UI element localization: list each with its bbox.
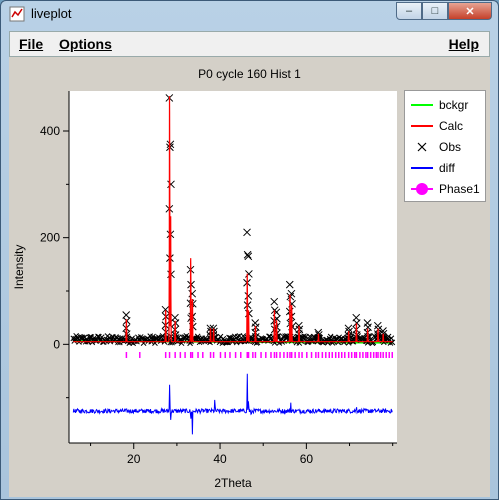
legend-item-calc: Calc [405,116,487,136]
maximize-button[interactable]: □ [422,2,448,20]
plot-area: P0 cycle 160 Hist 1 20 40 60 0 200 400 2Theta… [9,57,490,497]
obs-peak-point [245,270,253,278]
legend-label: Obs [439,140,462,154]
obs-peak-point [167,180,175,189]
calc-line [73,96,393,343]
legend-circle-mark [416,183,428,195]
obs-peak-point [244,292,253,300]
menu-options-label: Options [59,36,112,52]
obs-peak-point [287,289,296,298]
menu-bar: File Options Help [9,31,490,57]
obs-point [225,339,231,346]
chart-title: P0 cycle 160 Hist 1 [198,67,301,81]
legend-item-bckgr: bckgr [405,95,487,115]
menu-help-label: Help [448,36,479,52]
close-button[interactable]: ✕ [448,2,492,20]
legend-item-phase1: Phase1 [405,179,487,199]
legend: bckgr Calc Obs diff Phase1 [404,90,486,202]
y-tick-label: 400 [40,124,60,138]
obs-peak-point [352,319,361,327]
obs-point [115,339,121,346]
y-tick-label: 0 [53,337,60,351]
legend-item-obs: Obs [405,137,487,157]
phase1-ticks [125,352,394,358]
obs-point [388,335,395,342]
maximize-icon: □ [431,5,439,17]
chart-svg: 20 40 60 0 200 400 2Theta Intensity [12,91,397,490]
menu-file-label: File [19,36,44,52]
window-controls: – □ ✕ [396,2,492,21]
legend-label: bckgr [439,98,469,112]
x-tick-label: 20 [127,452,141,466]
menu-file[interactable]: File [19,36,43,52]
chart-marks [70,94,396,435]
axes: 20 40 60 0 200 400 [40,91,397,466]
diff-line [72,373,393,435]
title-bar[interactable]: liveplot – □ ✕ [1,1,498,27]
minimize-icon: – [405,5,413,17]
legend-label: diff [439,161,455,175]
line-swatch-icon [411,125,433,127]
y-tick-label: 200 [40,231,60,245]
cross-icon [417,142,427,152]
obs-point [341,339,347,346]
obs-point [227,335,233,341]
minimize-button[interactable]: – [396,2,422,20]
legend-item-diff: diff [405,158,487,178]
obs-point [385,333,392,340]
obs-point [389,339,396,346]
menu-options[interactable]: Options [59,36,112,52]
obs-peak-point [285,280,294,289]
obs-peak-point [243,250,252,259]
obs-peak-point [379,327,387,335]
obs-peak-point [270,297,279,306]
close-icon: ✕ [465,5,475,18]
obs-peak-point [161,305,170,314]
y-axis-label: Intensity [12,245,26,290]
obs-peak-point [244,252,253,261]
x-tick-label: 40 [213,452,227,466]
circle-line-icon [411,183,433,195]
plot-background [69,91,397,443]
window-title: liveplot [31,6,72,21]
x-axis-label: 2Theta [214,476,252,490]
obs-peak-point [243,228,251,237]
menu-help[interactable]: Help [449,36,479,52]
legend-cross-mark [417,142,427,152]
obs-peak-point [166,140,175,149]
line-swatch-icon [411,167,433,169]
x-tick-label: 60 [300,452,314,466]
line-swatch-icon [411,104,433,106]
legend-label: Phase1 [439,182,480,196]
legend-label: Calc [439,119,464,133]
obs-peak-point [344,324,353,333]
app-icon [9,6,25,22]
